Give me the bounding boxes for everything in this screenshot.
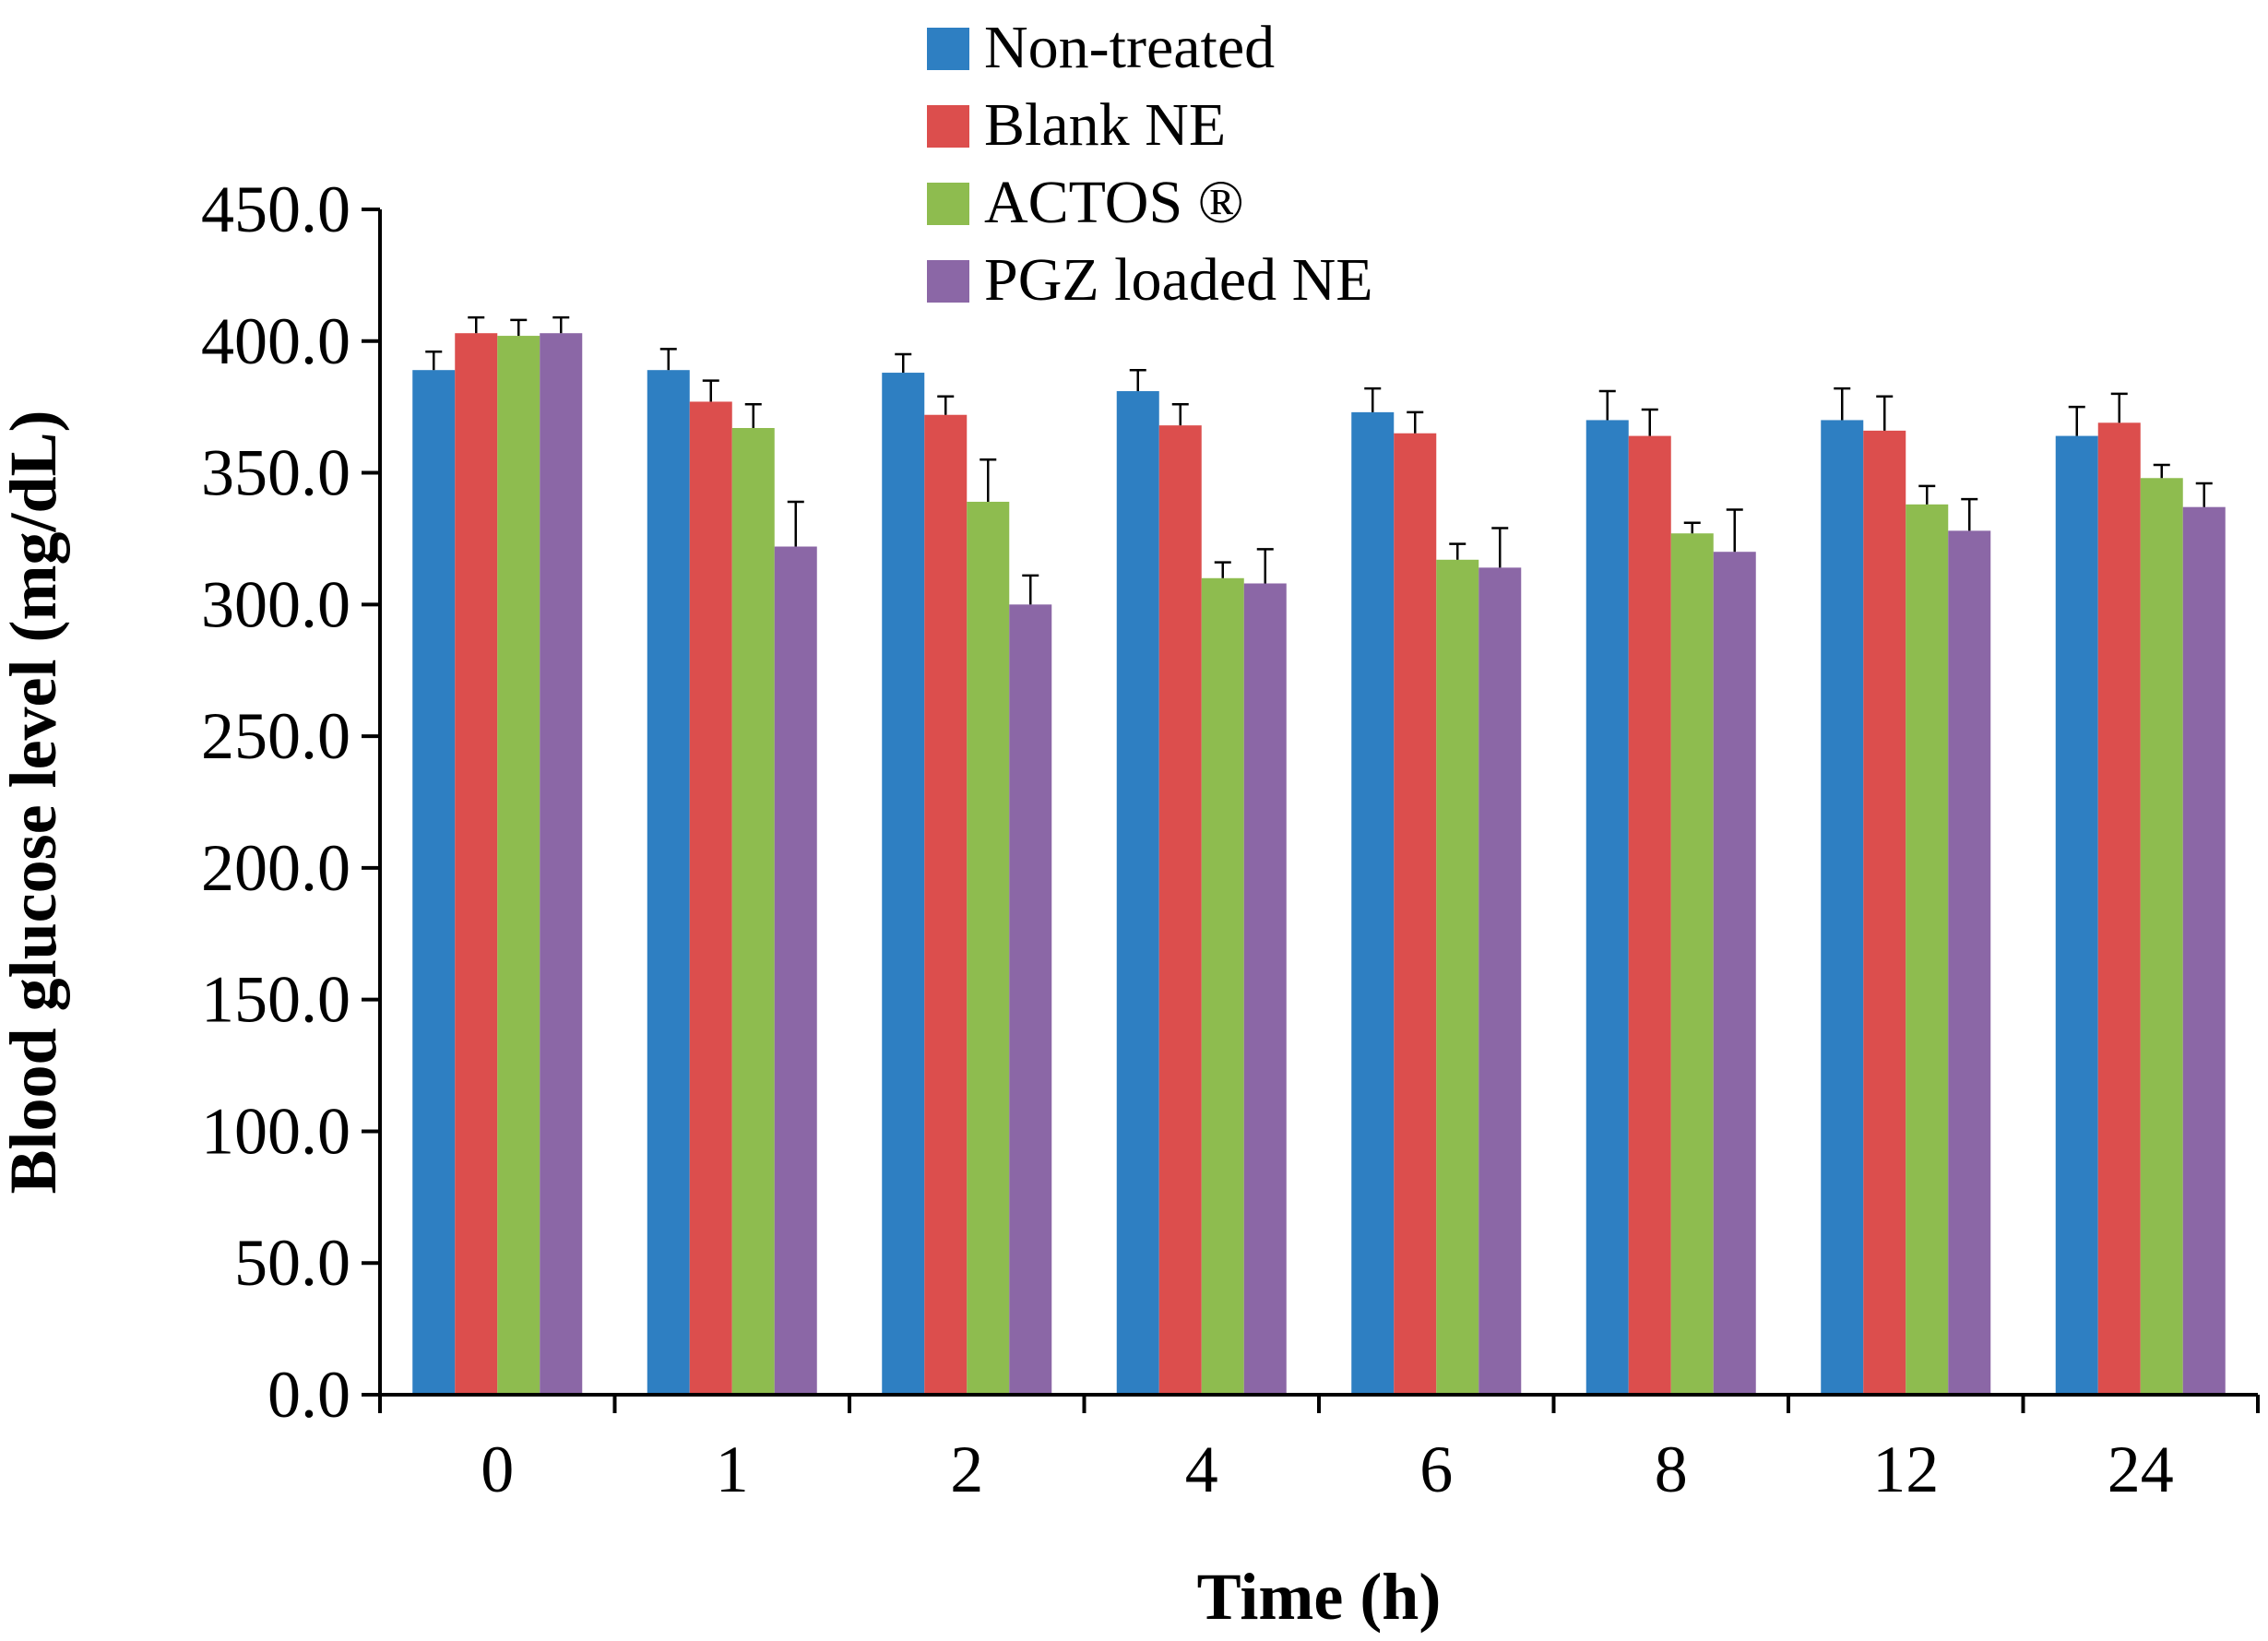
bar (1948, 530, 1991, 1395)
legend-label: Non-treated (984, 14, 1275, 81)
y-tick-label: 350.0 (201, 436, 350, 510)
bar (412, 370, 456, 1395)
y-axis-title: Blood glucose level (mg/dL) (0, 410, 70, 1195)
bar (1009, 604, 1052, 1395)
bars (412, 315, 2226, 1396)
bar (540, 333, 583, 1395)
bar (967, 501, 1010, 1395)
bar (1201, 577, 1244, 1395)
x-tick-label: 8 (1655, 1433, 1688, 1506)
bar (2097, 422, 2141, 1395)
y-axis-ticks: 0.0 50.0 100.0 150.0 200.0 250.0 300.0 350.0 400… (201, 172, 380, 1432)
bar (1585, 420, 1629, 1395)
x-tick-label: 4 (1185, 1433, 1218, 1506)
bar (1436, 559, 1479, 1395)
bar (455, 333, 498, 1395)
bar (1670, 533, 1714, 1395)
y-tick-label: 300.0 (201, 567, 350, 641)
x-tick-label: 24 (2108, 1433, 2174, 1506)
legend-swatch (927, 28, 969, 70)
legend: Non-treated Blank NE ACTOS ® PGZ loaded NE (927, 14, 1373, 314)
bar (1116, 391, 1159, 1395)
bar (2182, 506, 2226, 1395)
x-tick-label: 2 (950, 1433, 983, 1506)
bar (924, 414, 968, 1395)
bar (1478, 567, 1522, 1395)
y-tick-label: 150.0 (201, 963, 350, 1037)
bar (1158, 425, 1202, 1396)
legend-label: PGZ loaded NE (984, 246, 1373, 314)
y-tick-label: 450.0 (201, 172, 350, 246)
legend-swatch (927, 260, 969, 303)
y-tick-label: 100.0 (201, 1094, 350, 1168)
x-axis-ticks: 0 1 2 4 6 8 12 24 (378, 1395, 2260, 1506)
legend-swatch (927, 105, 969, 148)
bar (774, 546, 817, 1395)
x-tick-label: 1 (716, 1433, 749, 1506)
bar (882, 373, 925, 1395)
x-tick-label: 12 (1872, 1433, 1939, 1506)
bar (731, 428, 775, 1395)
x-tick-label: 6 (1419, 1433, 1453, 1506)
bar (1906, 504, 1949, 1395)
y-tick-label: 250.0 (201, 699, 350, 773)
legend-label: Blank NE (984, 91, 1226, 159)
bar (1821, 420, 1864, 1395)
legend-label: ACTOS ® (984, 169, 1244, 236)
x-axis-title: Time (h) (1197, 1560, 1442, 1634)
y-tick-label: 50.0 (234, 1226, 350, 1300)
bar (647, 370, 690, 1395)
x-tick-label: 0 (481, 1433, 514, 1506)
y-tick-label: 0.0 (267, 1358, 350, 1432)
bar (1628, 435, 1671, 1396)
bar (1351, 411, 1395, 1395)
y-tick-label: 400.0 (201, 304, 350, 378)
bar (2140, 478, 2183, 1395)
bar (1243, 583, 1287, 1395)
bar (1394, 433, 1437, 1396)
bar (689, 401, 732, 1395)
y-tick-label: 200.0 (201, 831, 350, 905)
legend-swatch (927, 183, 969, 225)
bar (2055, 435, 2098, 1396)
bar (1713, 552, 1756, 1395)
bar (497, 336, 540, 1396)
bar (1863, 430, 1906, 1395)
